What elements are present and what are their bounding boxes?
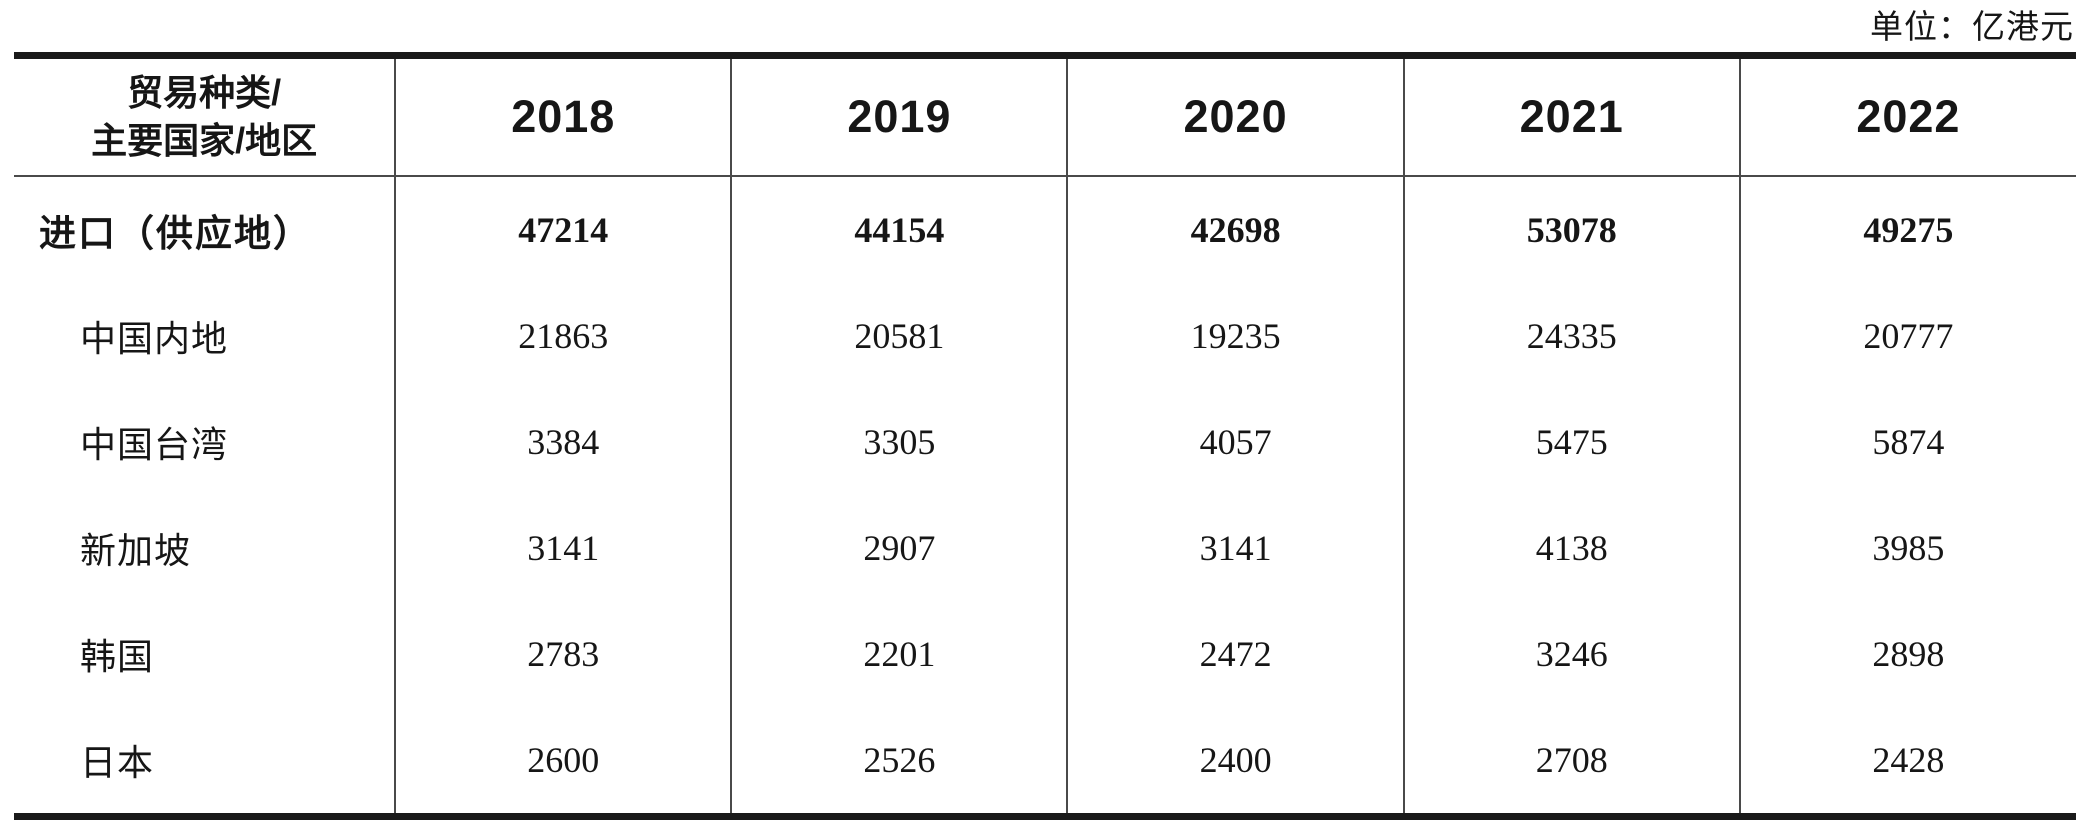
header-cell-category: 贸易种类/ 主要国家/地区 — [14, 55, 396, 177]
row-label: 日本 — [80, 743, 155, 783]
trade-table: 贸易种类/ 主要国家/地区 2018 2019 2020 2021 2022 进… — [14, 52, 2076, 820]
cell-value: 2428 — [1738, 707, 2076, 817]
cell-value: 42698 — [1066, 176, 1404, 283]
cell-value: 20777 — [1738, 283, 2076, 389]
cell-value: 3305 — [730, 389, 1068, 495]
table-row-imports-total: 进口（供应地） 47214 44154 42698 53078 49275 — [14, 176, 2076, 283]
header-cell-year-2021: 2021 — [1402, 55, 1740, 177]
cell-value: 3985 — [1738, 495, 2076, 601]
cell-value: 21863 — [394, 283, 732, 389]
cell-value: 3246 — [1402, 601, 1740, 707]
cell-value: 2526 — [730, 707, 1068, 817]
cell-value: 5874 — [1738, 389, 2076, 495]
cell-value: 4057 — [1066, 389, 1404, 495]
header-cell-year-2019: 2019 — [730, 55, 1068, 177]
table-row-japan: 日本 2600 2526 2400 2708 2428 — [14, 707, 2076, 817]
cell-value: 3141 — [1066, 495, 1404, 601]
row-label: 中国台湾 — [80, 425, 229, 465]
cell-value: 49275 — [1738, 176, 2076, 283]
table-row-south-korea: 韩国 2783 2201 2472 3246 2898 — [14, 601, 2076, 707]
cell-value: 3384 — [394, 389, 732, 495]
cell-value: 2783 — [394, 601, 732, 707]
cell-value: 44154 — [730, 176, 1068, 283]
table-row-taiwan-china: 中国台湾 3384 3305 4057 5475 5874 — [14, 389, 2076, 495]
header-row: 贸易种类/ 主要国家/地区 2018 2019 2020 2021 2022 — [14, 55, 2076, 177]
cell-value: 2708 — [1402, 707, 1740, 817]
cell-value: 19235 — [1066, 283, 1404, 389]
row-label: 中国内地 — [80, 319, 229, 359]
cell-value: 53078 — [1402, 176, 1740, 283]
cell-value: 24335 — [1402, 283, 1740, 389]
header-category-line2: 主要国家/地区 — [91, 120, 318, 161]
table-row-mainland-china: 中国内地 21863 20581 19235 24335 20777 — [14, 283, 2076, 389]
cell-value: 47214 — [394, 176, 732, 283]
cell-value: 2898 — [1738, 601, 2076, 707]
cell-value: 4138 — [1402, 495, 1740, 601]
cell-value: 3141 — [394, 495, 732, 601]
row-label: 韩国 — [80, 637, 155, 677]
cell-value: 2600 — [394, 707, 732, 817]
cell-value: 2400 — [1066, 707, 1404, 817]
cell-value: 2472 — [1066, 601, 1404, 707]
cell-value: 20581 — [730, 283, 1068, 389]
row-label: 进口（供应地） — [39, 214, 312, 255]
header-cell-year-2022: 2022 — [1738, 55, 2076, 177]
cell-value: 2201 — [730, 601, 1068, 707]
cell-value: 5475 — [1402, 389, 1740, 495]
table-row-singapore: 新加坡 3141 2907 3141 4138 3985 — [14, 495, 2076, 601]
unit-label: 单位：亿港元 — [1870, 10, 2074, 46]
cell-value: 2907 — [730, 495, 1068, 601]
header-cell-year-2018: 2018 — [394, 55, 732, 177]
row-label: 新加坡 — [80, 531, 192, 571]
header-cell-year-2020: 2020 — [1066, 55, 1404, 177]
header-category-line1: 贸易种类/ — [127, 72, 282, 114]
